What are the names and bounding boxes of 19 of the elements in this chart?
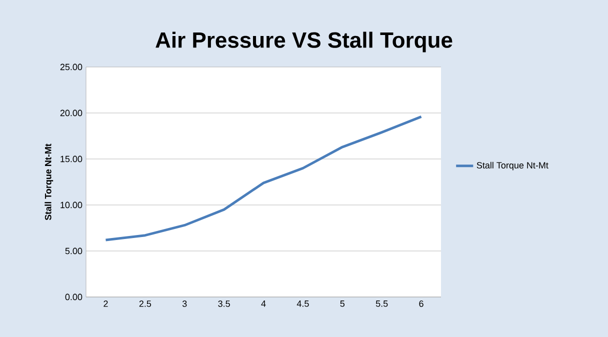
y-tick-label: 25.00 — [60, 64, 82, 70]
y-tick-label: 15.00 — [60, 156, 82, 162]
line-series — [104, 115, 423, 242]
y-axis-title: Stall Torque Nt-Mt — [44, 144, 54, 220]
x-tick-label: 2 — [104, 300, 108, 307]
chart-title: Air Pressure VS Stall Torque — [156, 32, 452, 52]
y-tick-label: 10.00 — [60, 202, 82, 208]
x-tick-label: 2.5 — [139, 300, 152, 307]
x-tick-label: 5.5 — [376, 300, 388, 307]
x-tick-label: 5 — [340, 300, 345, 307]
y-tick-label: 5.00 — [65, 248, 82, 254]
x-tick-label: 3 — [182, 300, 187, 307]
x-tick-label: 4.5 — [296, 300, 309, 307]
y-tick-label: 20.00 — [60, 110, 82, 116]
x-tick-label: 6 — [419, 300, 424, 307]
x-tick-label: 4 — [261, 300, 266, 307]
x-tick-label: 3.5 — [218, 300, 230, 307]
y-tick-label: 0.00 — [65, 294, 82, 300]
legend-label: Stall Torque Nt-Mt — [476, 162, 548, 170]
